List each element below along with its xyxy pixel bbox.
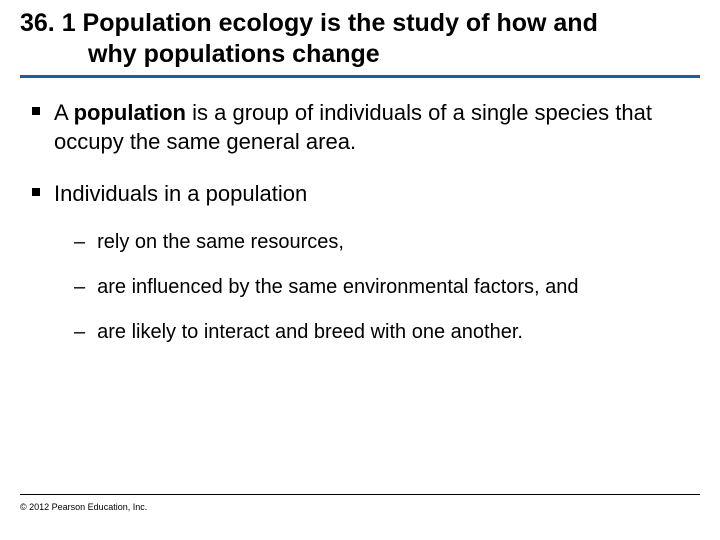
dash-icon: – [74, 231, 85, 254]
dash-icon: – [74, 276, 85, 299]
sub-bullet-text: are likely to interact and breed with on… [97, 321, 523, 344]
square-bullet-icon [32, 188, 40, 196]
title-line-1: 36. 1 Population ecology is the study of… [20, 8, 700, 39]
slide-title-block: 36. 1 Population ecology is the study of… [0, 0, 720, 71]
square-bullet-icon [32, 107, 40, 115]
copyright-text: © 2012 Pearson Education, Inc. [20, 502, 147, 512]
content-area: A population is a group of individuals o… [0, 78, 720, 344]
sub-bullet-list: – rely on the same resources, – are infl… [32, 231, 688, 344]
bullet-item: A population is a group of individuals o… [32, 98, 688, 157]
bullet-text: A population is a group of individuals o… [54, 98, 688, 157]
dash-icon: – [74, 321, 85, 344]
slide-title: 36. 1 Population ecology is the study of… [20, 8, 700, 71]
bullet-item: Individuals in a population [32, 179, 688, 209]
sub-bullet-item: – rely on the same resources, [74, 231, 688, 254]
title-line-2: why populations change [20, 39, 700, 70]
sub-bullet-text: are influenced by the same environmental… [97, 276, 578, 299]
footer-divider [20, 494, 700, 495]
bullet-text: Individuals in a population [54, 179, 307, 209]
sub-bullet-item: – are influenced by the same environment… [74, 276, 688, 299]
sub-bullet-item: – are likely to interact and breed with … [74, 321, 688, 344]
sub-bullet-text: rely on the same resources, [97, 231, 344, 254]
